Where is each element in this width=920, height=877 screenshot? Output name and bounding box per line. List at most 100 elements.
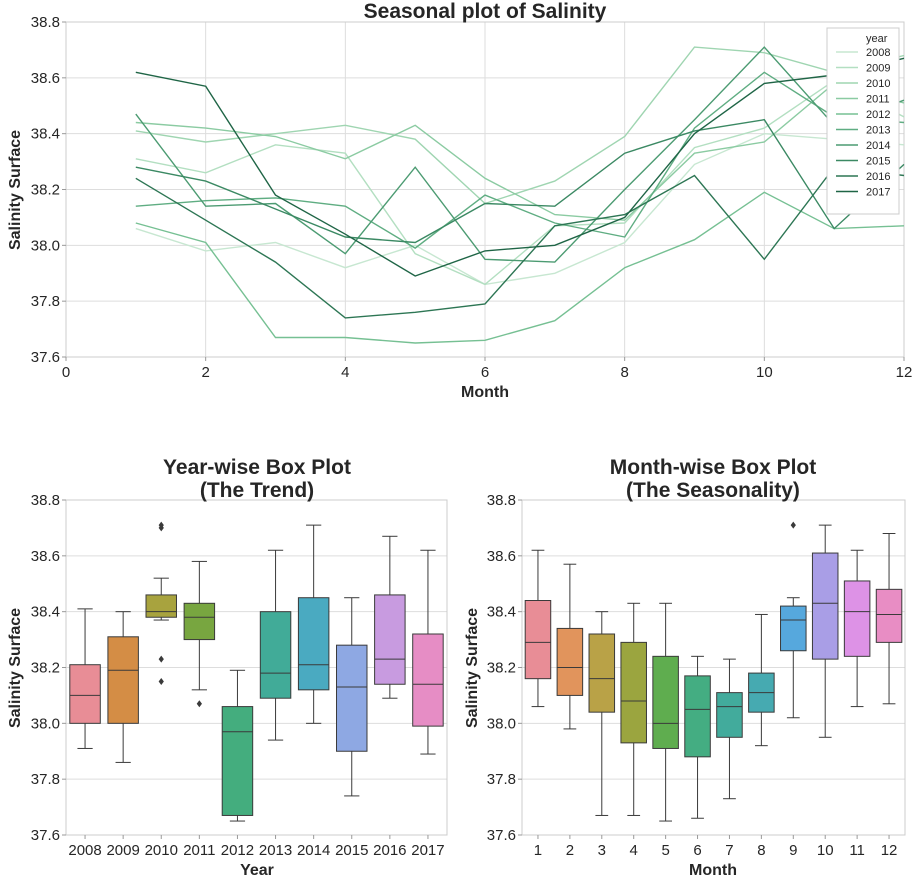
year-wise-box-plot: 37.6 37.8 38.0 38.2 38.4 38.6 38.8 2008 2009 201… <box>7 456 448 877</box>
box-body-2016 <box>374 594 406 685</box>
left-chart-x-tick-label: 2015 <box>335 842 368 859</box>
box-2008 <box>69 608 101 749</box>
box-2015 <box>336 597 368 797</box>
legend-label-2015: 2015 <box>866 156 890 168</box>
right-chart-y-tick-label: 38.0 <box>487 715 516 732</box>
right-chart-y-tick-label: 37.8 <box>487 771 516 788</box>
top-chart-y-label: Salinity Surface <box>7 130 24 250</box>
box-body-4 <box>620 641 647 744</box>
top-chart-x-tick-label: 10 <box>756 364 773 381</box>
left-chart-y-tick-label: 37.6 <box>31 827 60 844</box>
left-chart-y-tick-label: 37.8 <box>31 771 60 788</box>
right-chart-y-tick-label: 38.4 <box>487 604 516 621</box>
box-5 <box>652 602 679 822</box>
top-chart-x-tick-label: 2 <box>201 364 209 381</box>
top-chart-x-tick-label: 12 <box>896 364 913 381</box>
top-chart-series <box>135 46 905 344</box>
left-chart-y-ticks: 37.6 37.8 38.0 38.2 38.4 38.6 38.8 <box>31 492 66 844</box>
left-chart-x-tick-label: 2009 <box>106 842 139 859</box>
box-body-2011 <box>183 602 216 641</box>
box-2016 <box>374 535 406 699</box>
series-line-2008 <box>135 132 905 286</box>
top-chart-grid <box>65 21 905 358</box>
legend-label-2012: 2012 <box>866 109 890 121</box>
box-body-2012 <box>221 706 254 816</box>
left-chart-x-ticks: 2008 2009 2010 2011 2012 2013 2014 2015 2016 2017 <box>68 835 445 859</box>
box-body-3 <box>588 633 616 713</box>
box-body-7 <box>716 692 743 738</box>
top-chart-x-tick-label: 4 <box>341 364 349 381</box>
box-9 <box>780 521 807 719</box>
left-chart-y-tick-label: 38.8 <box>31 492 60 509</box>
legend-label-2011: 2011 <box>866 94 890 106</box>
box-2014 <box>297 524 330 724</box>
left-chart-x-tick-label: 2010 <box>145 842 178 859</box>
right-chart-x-tick-label: 3 <box>598 842 606 859</box>
top-chart-title: Seasonal plot of Salinity <box>364 0 607 23</box>
top-chart-x-ticks: 0 2 4 6 8 10 12 <box>62 357 913 381</box>
legend-items: 2008 2009 2010 2011 2012 2013 2014 2015 2016 2017 <box>836 47 890 199</box>
top-chart-x-tick-label: 8 <box>620 364 628 381</box>
right-chart-x-tick-label: 10 <box>817 842 834 859</box>
right-chart-x-ticks: 1 2 3 4 5 6 7 8 9 10 11 12 <box>534 835 898 859</box>
left-chart-x-tick-label: 2016 <box>373 842 406 859</box>
series-line-2009 <box>135 79 905 286</box>
box-10 <box>811 524 839 738</box>
left-chart-x-tick-label: 2014 <box>297 842 330 859</box>
box-2011 <box>183 560 216 708</box>
right-chart-boxes <box>524 521 903 822</box>
right-chart-y-tick-label: 38.6 <box>487 548 516 565</box>
top-chart-y-tick-label: 38.4 <box>31 126 60 143</box>
series-line-2015 <box>135 118 905 244</box>
box-2012 <box>221 669 254 822</box>
right-chart-x-label: Month <box>689 862 737 877</box>
right-chart-title: Month-wise Box Plot <box>610 456 817 479</box>
top-chart-y-ticks: 37.6 37.8 38.0 38.2 38.4 38.6 38.8 <box>31 14 66 366</box>
left-chart-y-tick-label: 38.6 <box>31 548 60 565</box>
top-chart-y-tick-label: 37.6 <box>31 349 60 366</box>
top-chart-x-tick-label: 0 <box>62 364 70 381</box>
legend-frame <box>826 27 900 215</box>
right-chart-x-tick-label: 5 <box>661 842 669 859</box>
month-wise-box-plot: 37.637.838.038.238.438.638.8 1 2 3 4 5 6 7 8 9 10… <box>464 456 906 877</box>
right-chart-x-tick-label: 8 <box>757 842 765 859</box>
outlier-2010 <box>158 677 164 685</box>
top-chart-x-tick-label: 6 <box>481 364 489 381</box>
box-4 <box>620 602 647 816</box>
series-line-2012 <box>135 191 905 344</box>
left-chart-x-tick-label: 2013 <box>259 842 292 859</box>
box-body-1 <box>524 600 552 680</box>
top-chart-y-tick-label: 38.8 <box>31 14 60 31</box>
legend-title: year <box>866 33 888 45</box>
box-body-10 <box>811 552 839 660</box>
left-chart-x-tick-label: 2008 <box>68 842 101 859</box>
right-chart-y-ticks: 37.6 37.8 38.0 38.2 38.4 38.6 38.8 <box>487 492 522 844</box>
box-body-2013 <box>259 611 292 699</box>
left-chart-x-tick-label: 2011 <box>183 842 215 859</box>
box-body-2015 <box>336 644 368 752</box>
box-8 <box>748 613 775 747</box>
right-chart-x-tick-label: 4 <box>630 842 638 859</box>
box-body-2017 <box>412 633 444 727</box>
box-2010 <box>145 521 177 685</box>
series-line-2017 <box>135 57 905 277</box>
right-chart-x-tick-label: 12 <box>881 842 898 859</box>
left-chart-title: Year-wise Box Plot <box>163 456 351 479</box>
legend-label-2008: 2008 <box>866 47 890 59</box>
right-chart-subtitle: (The Seasonality) <box>626 479 800 502</box>
box-body-12 <box>875 588 903 643</box>
left-chart-x-tick-label: 2012 <box>221 842 254 859</box>
box-body-2014 <box>297 597 330 691</box>
box-body-5 <box>652 655 679 749</box>
box-11 <box>843 549 871 708</box>
right-chart-y-tick-label: 38.2 <box>487 660 516 677</box>
left-chart-boxes <box>69 521 444 822</box>
legend-label-2017: 2017 <box>866 187 890 199</box>
series-line-2010 <box>135 46 905 205</box>
box-body-2009 <box>107 636 139 724</box>
box-body-2 <box>556 627 584 696</box>
right-chart-x-tick-label: 11 <box>849 842 865 859</box>
top-chart-y-tick-label: 37.8 <box>31 293 60 310</box>
box-12 <box>875 533 903 705</box>
